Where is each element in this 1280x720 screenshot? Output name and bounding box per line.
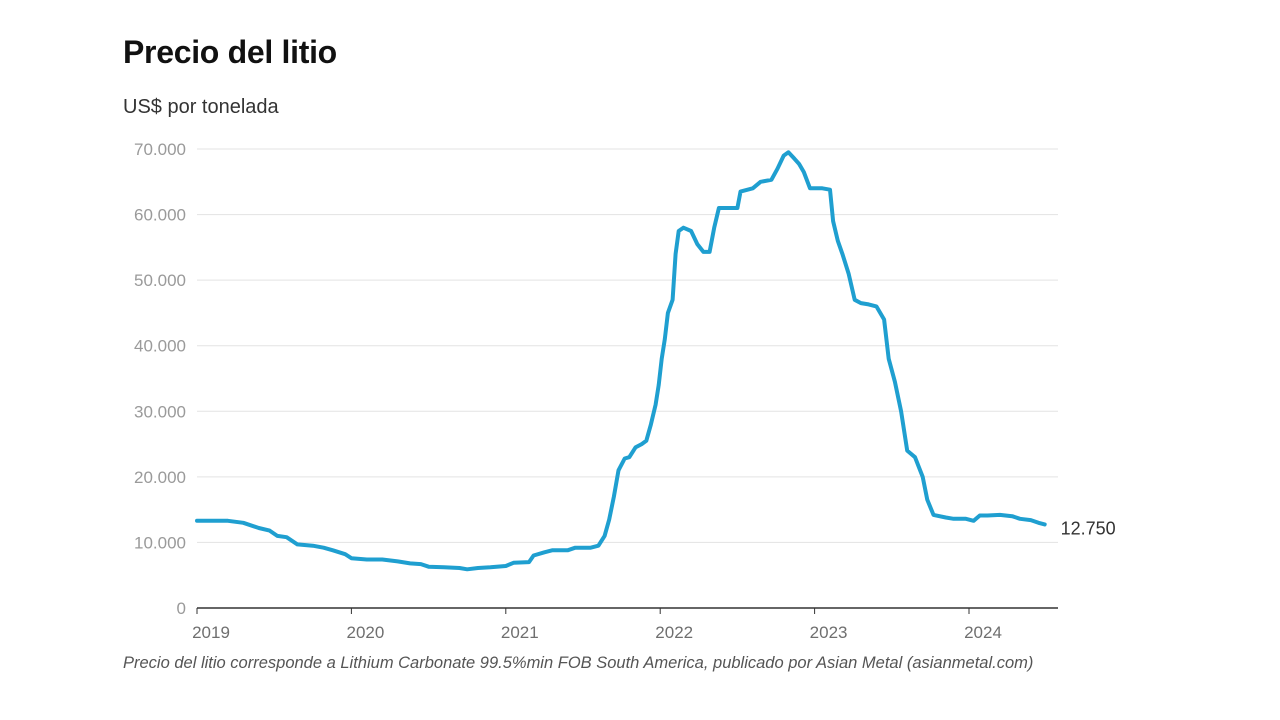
x-tick-label: 2021 — [501, 623, 539, 642]
y-tick-label: 70.000 — [134, 140, 186, 159]
x-tick-label: 2023 — [810, 623, 848, 642]
y-axis-ticks: 0 10.000 20.000 30.000 40.000 50.000 60.000 70.… — [134, 140, 186, 618]
end-value-label: 12.750 — [1061, 518, 1116, 538]
y-tick-label: 10.000 — [134, 533, 186, 552]
x-axis-ticks: 2019 2020 2021 2022 2023 2024 — [192, 608, 1002, 642]
source-note: Precio del litio corresponde a Lithium C… — [123, 654, 1034, 672]
chart-title: Precio del litio — [123, 34, 337, 70]
y-tick-label: 30.000 — [134, 402, 186, 421]
x-tick-label: 2022 — [655, 623, 693, 642]
x-tick-label: 2024 — [964, 623, 1002, 642]
gridlines — [197, 148, 1058, 543]
chart-subtitle: US$ por tonelada — [123, 96, 279, 118]
y-tick-label: 60.000 — [134, 206, 186, 225]
x-tick-label: 2019 — [192, 623, 230, 642]
y-tick-label: 0 — [177, 599, 186, 618]
series-layer — [195, 150, 1047, 572]
x-tick-label: 2020 — [346, 623, 384, 642]
y-tick-label: 40.000 — [134, 337, 186, 356]
price-line — [195, 150, 1047, 572]
y-tick-label: 20.000 — [134, 468, 186, 487]
y-tick-label: 50.000 — [134, 271, 186, 290]
